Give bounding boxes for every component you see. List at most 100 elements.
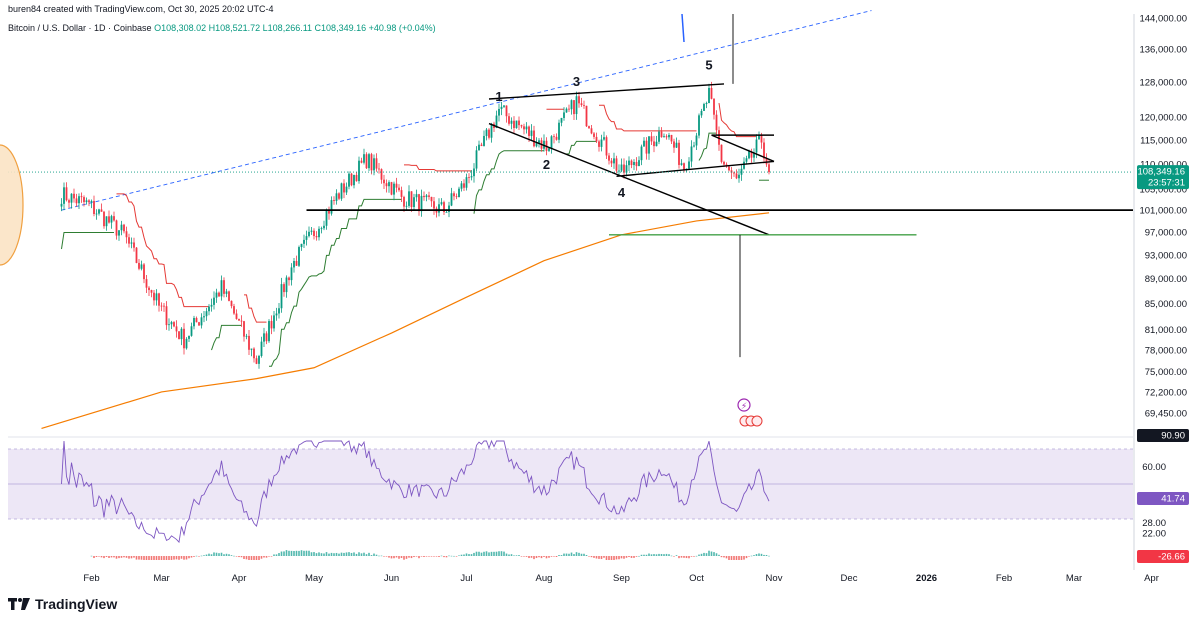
candle-body <box>245 335 248 337</box>
candle-body <box>503 105 505 107</box>
macd-histogram-bar <box>635 556 638 557</box>
candle-body <box>290 267 293 281</box>
tradingview-logo[interactable]: TradingView <box>8 596 117 612</box>
candle-body <box>553 136 555 138</box>
brand-name: TradingView <box>35 596 118 612</box>
candle-body <box>750 151 753 158</box>
candle-body <box>150 290 153 293</box>
time-tick-label: 2026 <box>916 573 937 584</box>
macd-histogram-bar <box>300 550 303 556</box>
candle-body <box>135 247 138 263</box>
macd-histogram-bar <box>473 552 475 556</box>
candle-body <box>413 197 415 208</box>
candle-body <box>495 115 498 128</box>
candle-body <box>138 262 140 269</box>
macd-histogram-bar <box>253 556 255 560</box>
macd-histogram-pane <box>90 550 770 560</box>
candle-body <box>410 191 413 208</box>
macd-histogram-bar <box>463 554 465 556</box>
macd-histogram-bar <box>500 551 503 556</box>
macd-histogram-bar <box>158 556 160 560</box>
macd-histogram-bar <box>503 551 505 556</box>
wave-label: 3 <box>573 74 580 89</box>
candle-body <box>450 193 453 206</box>
candle-body <box>318 228 320 238</box>
macd-histogram-bar <box>605 556 608 560</box>
macd-histogram-bar <box>95 556 98 558</box>
price-tick-label: 144,000.00 <box>1139 14 1187 25</box>
candle-body <box>403 196 405 207</box>
macd-histogram-bar <box>643 554 645 556</box>
candle-body <box>700 110 703 116</box>
macd-histogram-bar <box>108 556 110 558</box>
candle-body <box>620 164 623 171</box>
candle-body <box>535 142 538 147</box>
macd-histogram-bar <box>148 556 150 560</box>
macd-histogram-bar <box>178 556 180 560</box>
macd-histogram-bar <box>313 552 315 556</box>
macd-histogram-bar <box>543 556 545 557</box>
candle-body <box>280 284 283 309</box>
candle-body <box>708 87 710 104</box>
macd-histogram-bar <box>390 556 393 559</box>
price-tick-label: 115,000.00 <box>1140 135 1187 146</box>
macd-histogram-bar <box>565 553 568 556</box>
candle-body <box>630 160 633 166</box>
candle-body <box>548 148 550 151</box>
candle-body <box>695 135 698 146</box>
macd-histogram-bar <box>103 556 105 559</box>
macd-histogram-bar <box>583 553 585 556</box>
candle-body <box>563 112 565 118</box>
candle-body <box>690 146 693 162</box>
candle-body <box>443 202 445 213</box>
macd-histogram-bar <box>665 553 668 556</box>
candle-body <box>365 154 368 169</box>
candle-body <box>275 313 278 316</box>
last-price-tag <box>1137 165 1189 190</box>
candle-body <box>185 338 188 349</box>
candle-body <box>713 98 715 115</box>
candle-body <box>445 211 448 213</box>
macd-histogram-bar <box>275 554 278 556</box>
macd-histogram-bar <box>555 556 558 557</box>
price-tick-label: 81,000.00 <box>1145 325 1187 336</box>
symbol-label[interactable]: Bitcoin / U.S. Dollar · 1D · Coinbase <box>8 23 152 33</box>
candle-body <box>583 105 585 106</box>
macd-histogram-bar <box>413 556 415 558</box>
trend-line <box>488 122 770 236</box>
candle-body <box>640 146 643 161</box>
macd-histogram-bar <box>140 556 143 560</box>
projection-stroke <box>681 13 685 43</box>
macd-histogram-bar <box>728 556 730 560</box>
macd-histogram-bar <box>425 556 428 557</box>
candle-body <box>550 136 553 149</box>
macd-histogram-bar <box>420 556 423 557</box>
macd-histogram-bar <box>490 551 493 556</box>
candle-body <box>688 161 690 169</box>
candle-body <box>500 106 503 109</box>
candle-body <box>453 193 455 197</box>
price-tick-label: 120,000.00 <box>1139 112 1187 123</box>
price-tick-label: 136,000.00 <box>1139 44 1187 55</box>
macd-histogram-bar <box>453 555 455 557</box>
candle-body <box>380 169 383 180</box>
chart-symbol-line: Bitcoin / U.S. Dollar · 1D · Coinbase O1… <box>8 23 436 33</box>
rsi-tick-label: 28.00 <box>1142 518 1166 529</box>
macd-histogram-bar <box>195 555 198 557</box>
candle-body <box>178 331 180 340</box>
candle-body <box>330 200 333 214</box>
candle-body <box>613 158 615 164</box>
macd-histogram-bar <box>100 556 103 558</box>
candle-body <box>350 173 353 186</box>
macd-histogram-bar <box>305 550 308 556</box>
macd-histogram-bar <box>535 556 538 559</box>
macd-histogram-bar <box>603 556 605 558</box>
candle-body <box>203 316 205 318</box>
trailing-stop-segment <box>211 324 242 351</box>
macd-histogram-bar <box>150 556 153 560</box>
candle-body <box>655 141 658 147</box>
macd-histogram-bar <box>478 551 480 556</box>
trend-lines <box>61 10 872 211</box>
macd-histogram-bar <box>753 555 755 556</box>
